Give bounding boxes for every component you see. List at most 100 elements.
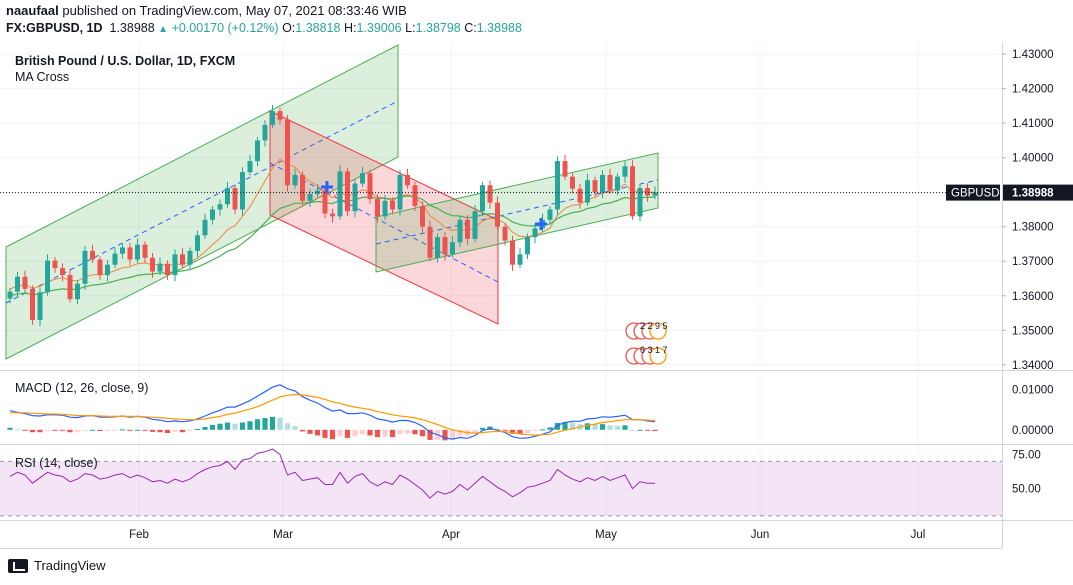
macd-histogram-bar xyxy=(119,429,126,431)
candle xyxy=(300,171,305,206)
candle xyxy=(142,241,148,263)
candle xyxy=(330,208,335,223)
candle-body xyxy=(135,244,140,260)
macd-histogram-bar xyxy=(112,429,118,431)
candle-body xyxy=(360,173,365,184)
candle xyxy=(645,183,650,202)
macd-histogram-bar xyxy=(449,429,456,440)
candle-body xyxy=(172,254,178,276)
candle xyxy=(247,154,253,176)
candle xyxy=(172,249,178,282)
rsi-line xyxy=(9,448,655,499)
event-flag xyxy=(649,322,667,340)
candle-body xyxy=(217,204,223,210)
candle xyxy=(90,244,95,263)
candle xyxy=(525,233,530,260)
macd-histogram-bar xyxy=(359,429,366,435)
price-axis[interactable]: 1.430001.420001.410001.400001.390001.380… xyxy=(0,49,1073,496)
macd-histogram-bar xyxy=(224,422,231,430)
candle xyxy=(157,257,163,276)
ma-cross-marker-icon xyxy=(535,218,547,230)
candle xyxy=(210,206,215,225)
candle-body xyxy=(435,237,440,258)
rsi-tick-label: 50.00 xyxy=(1012,484,1041,496)
candle-body xyxy=(307,193,313,201)
candle xyxy=(487,180,493,209)
rsi-band xyxy=(0,461,1002,516)
candle-body xyxy=(600,174,605,193)
macd-histogram-bar xyxy=(89,429,96,431)
candle-body xyxy=(480,185,485,212)
candle xyxy=(232,184,238,215)
candle-body xyxy=(457,219,463,243)
candle-body xyxy=(622,166,628,177)
macd-histogram-bar xyxy=(232,423,238,430)
candle xyxy=(630,160,635,220)
candle xyxy=(307,189,313,208)
symbol-badge xyxy=(946,184,1000,201)
publisher-name: naaufaal xyxy=(6,3,59,18)
candle xyxy=(225,181,230,208)
macd-histogram-bar xyxy=(389,429,396,438)
candle xyxy=(120,243,125,259)
candle-body xyxy=(52,260,58,269)
candle xyxy=(495,196,500,231)
macd-histogram-bar xyxy=(44,429,51,431)
candle xyxy=(375,194,380,223)
candle xyxy=(112,247,118,269)
rsi-label[interactable]: RSI (14, close) xyxy=(15,456,98,470)
open-label: O: xyxy=(282,21,296,35)
ma-fast-line xyxy=(9,158,655,290)
candle xyxy=(277,107,283,125)
macd-histogram-bar xyxy=(202,426,208,430)
y-tick-label: 1.38000 xyxy=(1012,222,1054,234)
candle-body xyxy=(165,263,170,276)
candle xyxy=(615,173,620,196)
candle-body xyxy=(442,237,448,255)
macd-histogram-bar xyxy=(622,425,628,430)
macd-histogram-bar xyxy=(457,429,463,436)
macd-histogram-bar xyxy=(539,429,546,431)
candle-body xyxy=(75,283,80,300)
candle-body xyxy=(240,172,245,210)
candle xyxy=(420,201,425,233)
macd-histogram-bar xyxy=(262,418,268,430)
candle-body xyxy=(22,276,28,289)
macd-histogram-bar xyxy=(97,429,103,432)
close-label: C: xyxy=(464,21,477,35)
macd-histogram-bar xyxy=(187,429,193,432)
candle-body xyxy=(532,228,538,238)
candle-body xyxy=(412,185,418,206)
candle xyxy=(592,176,598,198)
candle-body xyxy=(202,219,208,236)
candle xyxy=(570,173,575,194)
macd-histogram-bar xyxy=(82,429,88,431)
low-label: L: xyxy=(405,21,416,35)
macd-histogram-bar xyxy=(502,429,508,431)
candle-body xyxy=(262,124,268,141)
recovery-midline xyxy=(375,179,659,245)
price-badge xyxy=(1003,184,1073,201)
macd-histogram-bar xyxy=(29,429,36,433)
macd-histogram-bar xyxy=(329,429,336,440)
up-arrow-icon: ▲ xyxy=(158,24,169,35)
candle-body xyxy=(210,209,215,220)
candle xyxy=(480,181,485,217)
macd-label[interactable]: MACD (12, 26, close, 9) xyxy=(15,381,149,395)
y-tick-label: 1.40000 xyxy=(1012,153,1054,165)
ma-cross-label[interactable]: MA Cross xyxy=(15,70,70,84)
candle-body xyxy=(450,242,455,255)
macd-histogram-bar xyxy=(637,429,643,431)
candle-body xyxy=(375,199,380,217)
y-tick-label: 1.42000 xyxy=(1012,84,1054,96)
candle xyxy=(150,252,155,278)
macd-histogram-bar xyxy=(127,429,133,431)
time-axis[interactable]: Feb Mar Apr May Jun Jul xyxy=(129,529,925,541)
candle xyxy=(442,232,448,261)
candle xyxy=(127,242,133,266)
candle xyxy=(135,238,140,263)
open-value: 1.38818 xyxy=(295,21,341,35)
candle xyxy=(60,263,65,282)
tradingview-logo[interactable]: TradingView xyxy=(8,558,106,573)
